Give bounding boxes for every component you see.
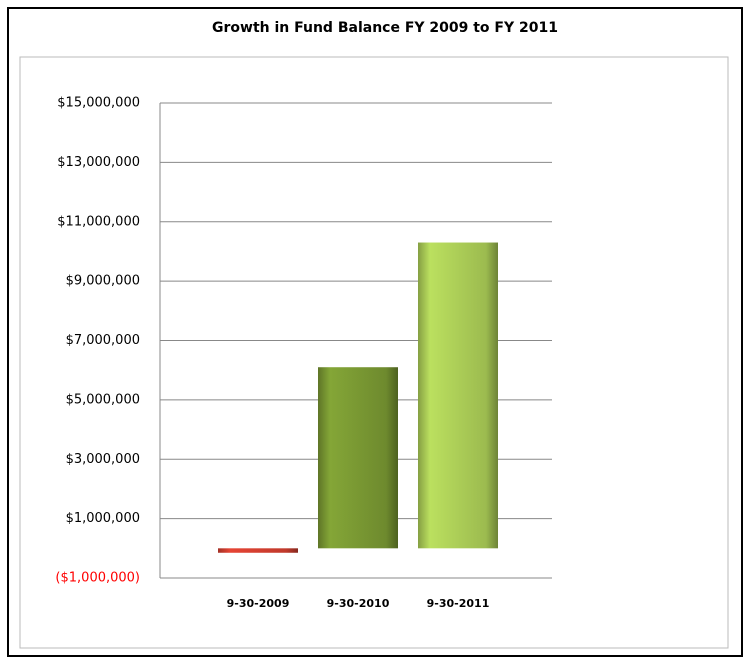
- y-tick-label: $13,000,000: [57, 155, 140, 170]
- y-tick-label: ($1,000,000): [55, 571, 140, 586]
- x-tick-label: 9-30-2010: [327, 597, 390, 610]
- bar: [418, 242, 498, 549]
- y-tick-label: $3,000,000: [66, 452, 140, 467]
- x-tick-label: 9-30-2009: [227, 597, 290, 610]
- y-tick-label: $9,000,000: [66, 274, 140, 289]
- y-tick-label: $11,000,000: [57, 214, 140, 229]
- y-tick-label: $1,000,000: [66, 511, 140, 526]
- bar: [318, 367, 398, 549]
- y-tick-label: $7,000,000: [66, 333, 140, 348]
- y-tick-label: $15,000,000: [57, 96, 140, 111]
- y-tick-label: $5,000,000: [66, 392, 140, 407]
- bar: [218, 548, 298, 553]
- x-tick-label: 9-30-2011: [427, 597, 490, 610]
- plot-frame: [19, 56, 729, 649]
- chart-title: Growth in Fund Balance FY 2009 to FY 201…: [212, 20, 558, 36]
